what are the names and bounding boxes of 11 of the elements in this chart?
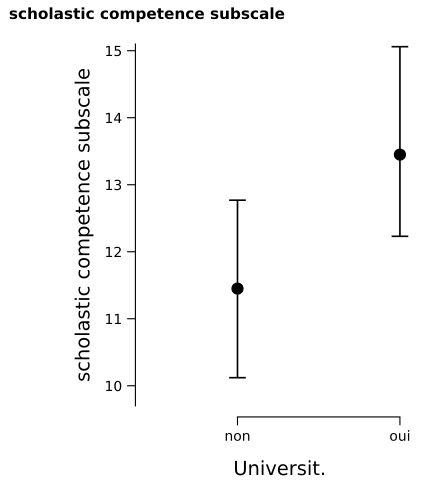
y-tick-label: 15 bbox=[106, 46, 121, 56]
y-axis-title: scholastic competence subscale bbox=[74, 69, 94, 381]
y-tick-label: 12 bbox=[106, 246, 121, 258]
x-tick-label: non bbox=[226, 432, 250, 441]
y-tick-label: 11 bbox=[106, 314, 121, 324]
y-tick-label: 14 bbox=[106, 112, 122, 123]
chart-title: scholastic competence subscale bbox=[10, 7, 284, 22]
x-axis-title: Universit. bbox=[235, 460, 324, 476]
y-tick-label: 10 bbox=[106, 380, 122, 392]
x-tick-label: oui bbox=[390, 430, 410, 441]
y-tick-label: 13 bbox=[106, 180, 122, 190]
